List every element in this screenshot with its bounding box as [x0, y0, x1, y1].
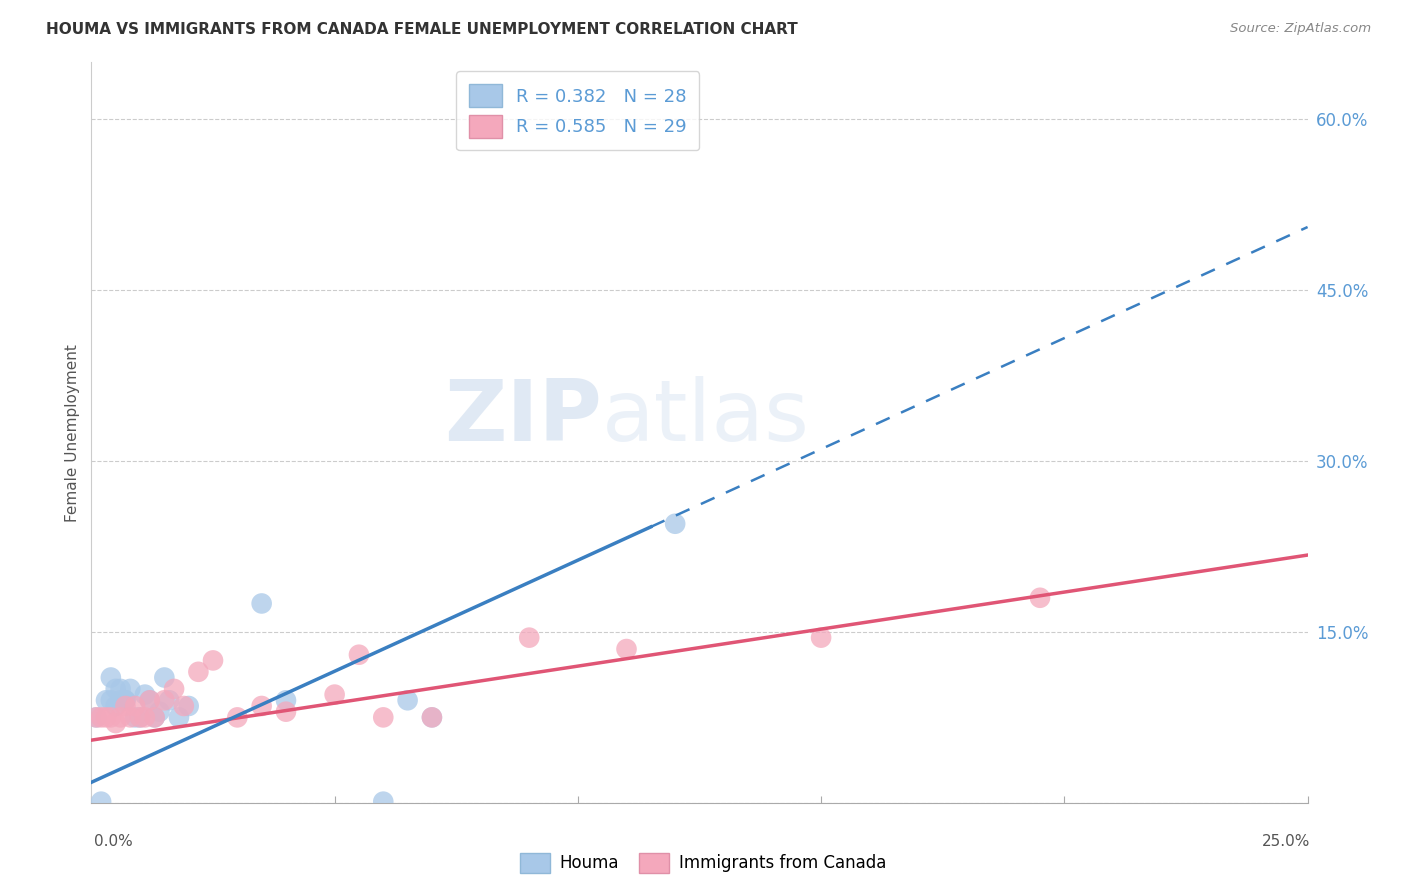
Point — [517, 631, 540, 645]
Point — [226, 710, 249, 724]
Point — [274, 705, 297, 719]
Point — [110, 681, 132, 696]
Point — [129, 710, 152, 724]
Point — [323, 688, 346, 702]
Point — [139, 693, 162, 707]
Text: 0.0%: 0.0% — [94, 834, 134, 849]
Point — [250, 597, 273, 611]
Point — [1029, 591, 1052, 605]
Point — [396, 693, 419, 707]
Point — [347, 648, 370, 662]
Legend: R = 0.382   N = 28, R = 0.585   N = 29: R = 0.382 N = 28, R = 0.585 N = 29 — [457, 71, 699, 151]
Point — [420, 710, 443, 724]
Point — [114, 693, 136, 707]
Point — [114, 693, 136, 707]
Point — [148, 705, 170, 719]
Point — [104, 681, 127, 696]
Point — [810, 631, 832, 645]
Text: ZIP: ZIP — [444, 376, 602, 459]
Text: HOUMA VS IMMIGRANTS FROM CANADA FEMALE UNEMPLOYMENT CORRELATION CHART: HOUMA VS IMMIGRANTS FROM CANADA FEMALE U… — [46, 22, 799, 37]
Text: atlas: atlas — [602, 376, 810, 459]
Point — [274, 693, 297, 707]
Text: 25.0%: 25.0% — [1263, 834, 1310, 849]
Point — [100, 710, 122, 724]
Legend: Houma, Immigrants from Canada: Houma, Immigrants from Canada — [513, 847, 893, 880]
Point — [84, 710, 107, 724]
Point — [373, 795, 395, 809]
Point — [84, 710, 107, 724]
Point — [163, 681, 186, 696]
Point — [153, 693, 176, 707]
Point — [129, 710, 152, 724]
Point — [110, 710, 132, 724]
Point — [104, 698, 127, 713]
Point — [143, 710, 166, 724]
Point — [202, 653, 225, 667]
Point — [100, 671, 122, 685]
Point — [187, 665, 209, 679]
Point — [124, 698, 146, 713]
Point — [104, 716, 127, 731]
Point — [664, 516, 686, 531]
Point — [124, 710, 146, 724]
Point — [143, 710, 166, 724]
Point — [134, 710, 156, 724]
Point — [250, 698, 273, 713]
Point — [420, 710, 443, 724]
Text: Source: ZipAtlas.com: Source: ZipAtlas.com — [1230, 22, 1371, 36]
Point — [90, 795, 112, 809]
Y-axis label: Female Unemployment: Female Unemployment — [65, 343, 80, 522]
Point — [134, 688, 156, 702]
Point — [616, 642, 638, 657]
Point — [167, 710, 190, 724]
Point — [110, 693, 132, 707]
Point — [139, 693, 162, 707]
Point — [94, 693, 117, 707]
Point — [177, 698, 200, 713]
Point — [153, 671, 176, 685]
Point — [100, 693, 122, 707]
Point — [94, 710, 117, 724]
Point — [120, 710, 142, 724]
Point — [114, 698, 136, 713]
Point — [157, 693, 180, 707]
Point — [173, 698, 195, 713]
Point — [90, 710, 112, 724]
Point — [120, 681, 142, 696]
Point — [373, 710, 395, 724]
